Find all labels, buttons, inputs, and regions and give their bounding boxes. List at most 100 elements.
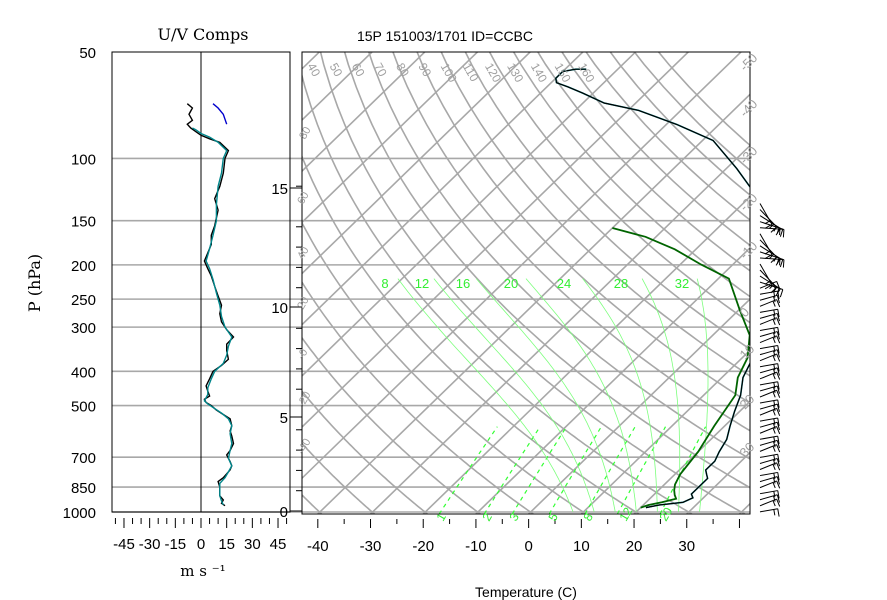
wind-barb-staff [759,471,778,477]
wind-barb-staff [759,458,778,464]
left-isotherm-label: 20 [295,295,312,312]
wind-barb-flag [773,291,776,298]
left-isotherm-label: 60 [295,190,312,207]
wind-barb-flag [777,417,780,426]
isotherm-label: 20 [737,391,758,412]
isotherm [302,52,321,70]
isotherm [302,52,532,275]
wind-barb-staff [759,403,778,410]
wind-barb-flag [779,289,784,298]
wind-barb-flag [779,259,784,268]
wind-barb-flag [776,440,780,449]
wind-barb-staff [759,462,777,470]
dry-adiabat-label: 90 [415,61,434,80]
wind-barb-flag [772,368,776,375]
isotherm [302,52,374,122]
wind-barb-staff [759,312,778,319]
uv-series-line-0 [186,103,235,507]
mixing-ratio-line [483,426,541,514]
dewpoint-profile-line [612,227,750,509]
wind-barb-flag [776,494,780,503]
skewt-x-tick-label: 10 [573,538,590,555]
height-tick-label: 5 [280,410,288,427]
wind-barb-flag [776,313,780,322]
pressure-tick-label: 250 [71,292,96,309]
isotherm [474,246,750,514]
dry-adiabat [561,52,750,247]
moist-adiabat-label: 12 [415,276,429,291]
wind-barb-flag [776,353,781,362]
wind-barb-flag [776,390,781,398]
isotherm-label: -40 [737,96,761,120]
wind-barb-staff [759,444,777,452]
uv-x-tick-label: -30 [139,536,161,553]
moist-adiabat-label: 8 [381,276,388,291]
uv-panel-title: U/V Comps [157,25,248,44]
wind-barb-flag [776,462,781,471]
wind-barb-staff [759,435,778,440]
uv-x-tick-label: 45 [270,536,287,553]
mixing-ratio-label: 20 [656,505,675,524]
pressure-tick-label: 400 [71,364,96,381]
dry-adiabat [367,52,750,460]
skewt-title: 15P 151003/1701 ID=CCBC [357,28,533,44]
isotherm [369,144,750,514]
wind-barb-staff [759,349,778,356]
isotherm [632,400,750,514]
left-isotherm-label: 40 [295,245,312,262]
uv-x-axis-label: m s ⁻¹ [180,562,225,580]
wind-barb-staff [759,308,778,313]
wind-barb-staff [759,399,778,404]
dry-adiabat [302,280,535,514]
skewt-x-tick-label: 20 [626,538,643,555]
wind-barb-flag [773,436,776,443]
moist-adiabat [525,278,637,512]
wind-barb-staff [759,367,778,374]
wind-barb-flag [772,282,776,289]
isotherm [302,52,637,377]
wind-barb-flag [773,400,776,407]
wind-barb-flag [773,327,776,335]
isotherm-label: -30 [737,143,761,167]
wind-barb-staff [759,363,778,368]
wind-barb-staff [759,453,778,458]
wind-barb-flag [777,309,780,318]
wind-barb-staff [759,385,778,392]
wind-barb-staff [759,476,778,483]
uv-x-tick-label: 15 [218,536,235,553]
wind-barb-flag [773,473,776,480]
height-tick-label: 15 [271,181,288,198]
moist-adiabat-label: 28 [614,276,628,291]
skewt-x-tick-label: 30 [678,538,695,555]
wind-barb-flag [772,427,776,434]
uv-x-tick-label: 30 [244,536,261,553]
height-tick-label: 10 [271,300,288,317]
wind-barb-flag [772,319,776,325]
wind-barb-flag [776,371,781,380]
wind-barb-staff [759,426,777,434]
dry-adiabat-label: 60 [349,61,368,80]
moist-adiabat [582,278,658,512]
wind-barb-flag [776,422,780,431]
wind-barb-staff [759,480,777,489]
wind-barb-staff [759,371,777,380]
isotherm [527,297,750,514]
wind-barb-flag [777,508,780,517]
wind-barb-flag [776,317,781,326]
wind-barb-flag [772,464,776,471]
mixing-ratio-line [511,426,567,514]
isotherm [316,93,750,514]
dry-adiabat [464,52,750,351]
pressure-tick-label: 300 [71,320,96,337]
dry-adiabat-label: 110 [460,61,482,85]
wind-barb-flag [776,385,780,394]
uv-x-tick-label: -15 [164,536,186,553]
pressure-tick-label: 500 [71,399,96,416]
wind-barb-flag [782,229,785,238]
uv-x-tick-label: 0 [197,536,205,553]
uv-series-line-1 [192,127,233,506]
dry-adiabat [319,52,747,514]
wind-barb-flag [779,228,784,237]
wind-barb-staff [759,331,778,338]
uv-y-axis-label: P (hPa) [25,254,44,312]
